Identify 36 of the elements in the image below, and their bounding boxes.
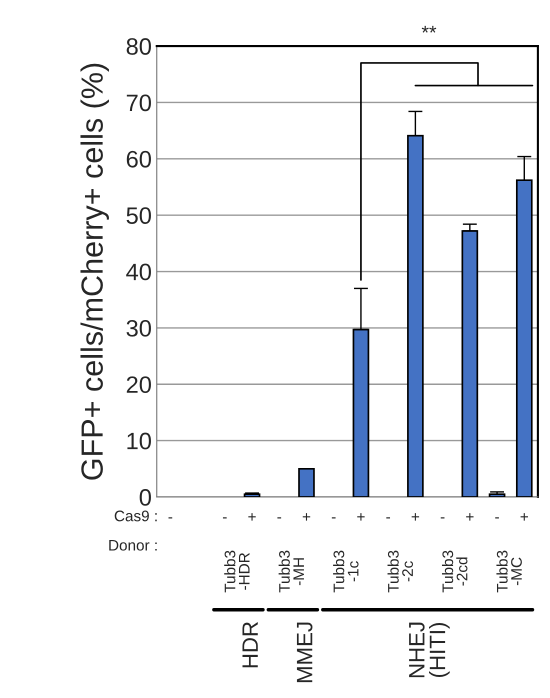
x-tick-label: +	[248, 513, 256, 521]
x-tick-label: +	[520, 513, 528, 521]
y-tick-label: 70	[126, 94, 151, 112]
x-tick-label: +	[357, 513, 365, 521]
text: MMEJ	[296, 622, 312, 682]
bar	[298, 468, 315, 497]
x-tick-label: -	[386, 517, 390, 518]
text: Tubb3 -HDR	[224, 550, 250, 592]
text: **	[422, 26, 436, 33]
x-tick-label: -	[277, 517, 282, 518]
x-tick-label: -	[332, 517, 336, 518]
x-tick-label: +	[466, 513, 474, 521]
x-tick-label: -	[222, 517, 227, 518]
x-tick-label: +	[302, 513, 310, 521]
y-tick-label: 40	[126, 264, 151, 280]
y-tick-label: 0	[140, 489, 151, 506]
y-tick-label: 20	[126, 376, 151, 394]
text: Tubb3 -2c	[388, 550, 413, 592]
text: HDR	[242, 622, 258, 668]
x-tick-label: -	[495, 517, 499, 518]
y-tick-label: 60	[126, 150, 151, 168]
text: Tubb3 -2cd	[442, 550, 468, 592]
y-tick-label: 30	[126, 320, 151, 337]
text: Tubb3 -MH	[278, 550, 304, 592]
y-axis-title: GFP+ cells/mCherry+ cells (%)	[80, 64, 109, 480]
text: Cas9 :	[114, 510, 157, 522]
y-tick-label: 80	[126, 38, 151, 55]
text: NHEJ (HITI)	[409, 622, 450, 678]
y-tick-label: 50	[126, 207, 151, 224]
text: Tubb3 -1c	[333, 550, 359, 592]
y-tick-label: 10	[127, 432, 151, 450]
x-tick-label: +	[412, 513, 420, 521]
text: Donor :	[109, 540, 157, 551]
x-tick-label: -	[440, 517, 444, 518]
x-tick-label: -	[168, 517, 172, 518]
text: Tubb3 -MC	[496, 550, 522, 592]
